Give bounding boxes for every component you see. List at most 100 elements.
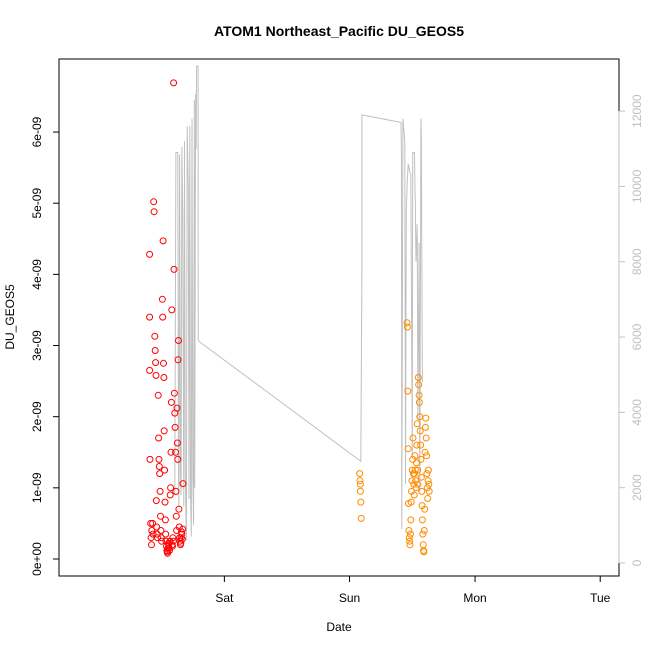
x-tick-label: Tue [590,591,611,605]
data-point-series-1 [174,455,182,463]
data-point-series-1 [159,313,167,321]
data-point-series-2 [412,484,420,492]
data-point-series-1 [161,516,169,524]
x-tick-label: Sun [339,591,360,605]
y-tick-label: 6e-09 [30,116,44,147]
data-point-series-1 [147,534,155,542]
data-point-series-2 [411,452,419,460]
data-point-series-1 [155,455,163,463]
data-point-series-1 [151,347,159,354]
right-tick-label: 10000 [630,169,644,203]
data-point-series-2 [408,466,416,474]
data-point-series-2 [417,473,425,481]
data-point-series-1 [161,466,169,474]
data-point-series-2 [404,387,412,395]
x-tick-label: Mon [463,591,486,605]
data-point-series-1 [158,537,166,545]
data-point-series-1 [162,530,170,538]
data-point-series-2 [415,391,423,399]
plot-frame [58,58,620,577]
data-point-series-2 [404,445,412,453]
data-point-series-1 [148,541,155,549]
data-point-series-2 [419,541,427,549]
y-tick-label: 2e-09 [30,401,44,432]
data-point-series-2 [357,498,365,506]
data-point-series-1 [157,527,165,534]
data-point-series-2 [415,398,423,406]
y-axis-label: DU_GEOS5 [3,284,17,350]
data-point-series-2 [405,534,413,542]
data-point-series-2 [424,495,432,502]
data-point-series-1 [157,512,164,520]
right-tick-label: 4000 [630,399,644,426]
data-point-series-2 [423,470,431,478]
data-point-series-1 [169,542,176,550]
data-point-series-1 [167,448,175,456]
y-tick-label: 0e+00 [30,542,44,576]
data-point-series-1 [146,313,154,321]
data-point-series-2 [408,477,416,485]
data-point-series-2 [423,484,431,492]
y-axis: 0e+00 1e-09 2e-09 3e-09 4e-09 5e-09 6e-09 [30,116,60,576]
data-point-series-2 [415,381,423,389]
data-point-series-2 [421,448,429,456]
data-point-series-2 [410,491,418,499]
data-point-series-1 [171,423,179,431]
altitude-line-layer [174,65,423,541]
data-point-series-1 [170,265,178,273]
data-point-series-1 [179,480,187,488]
y-tick-label: 3e-09 [30,330,44,361]
data-point-series-2 [403,323,411,331]
data-point-series-2 [412,459,420,467]
data-point-series-2 [412,477,420,485]
data-point-series-1 [166,491,174,499]
data-point-series-1 [160,359,167,367]
data-point-series-1 [153,530,161,538]
data-point-series-1 [170,389,178,397]
data-point-series-2 [413,420,421,428]
data-point-series-1 [154,534,161,542]
data-point-series-1 [172,448,179,456]
data-point-series-2 [357,514,365,522]
data-point-series-1 [150,198,158,206]
data-point-series-1 [174,356,182,364]
data-point-series-1 [158,295,166,303]
data-point-series-1 [152,497,160,505]
right-tick-label: 12000 [630,94,644,128]
data-point-series-2 [424,466,432,474]
data-point-series-2 [414,466,422,474]
data-point-series-2 [407,516,415,524]
data-point-series-1 [149,530,157,538]
data-point-series-2 [356,487,364,495]
data-point-series-1 [149,519,157,527]
data-point-series-1 [175,337,182,344]
data-point-series-1 [178,535,186,543]
right-tick-label: 2000 [630,474,644,501]
data-point-series-2 [406,530,414,538]
data-point-series-2 [416,427,424,435]
data-point-series-2 [417,441,425,449]
data-point-series-2 [406,541,414,549]
right-tick-label: 6000 [630,323,644,350]
data-point-series-1 [168,306,176,314]
data-point-series-1 [172,512,180,520]
data-point-series-1 [167,484,175,492]
data-point-series-1 [152,359,160,367]
data-point-series-1 [175,505,183,513]
data-point-series-2 [403,319,411,327]
right-tick-label: 8000 [630,248,644,275]
x-tick-label: Sat [215,591,234,605]
data-point-series-1 [172,487,180,495]
data-point-series-2 [356,470,364,478]
data-point-series-2 [420,527,428,534]
data-point-series-1 [155,434,163,442]
data-point-series-1 [179,525,187,533]
altitude-line [174,65,423,541]
data-point-series-1 [146,366,154,374]
data-point-series-1 [150,208,158,216]
data-point-series-2 [356,477,364,485]
chart-title: ATOM1 Northeast_Pacific DU_GEOS5 [214,23,464,39]
data-point-series-1 [159,237,167,245]
data-point-series-2 [422,434,430,442]
data-point-series-1 [173,404,181,412]
